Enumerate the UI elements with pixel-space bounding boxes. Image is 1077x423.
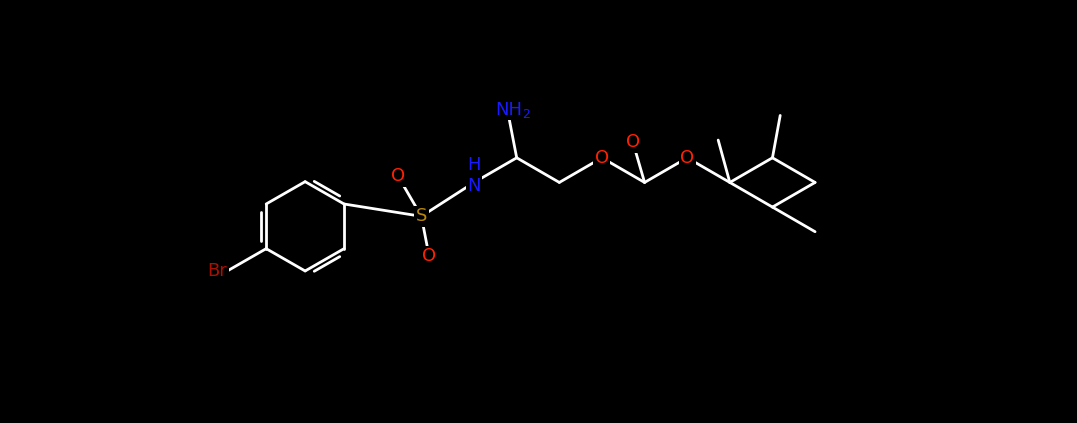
Text: Br: Br [208,262,227,280]
Text: 2: 2 [522,108,530,121]
Text: O: O [626,133,640,151]
Text: N: N [467,177,480,195]
Text: O: O [681,149,695,167]
Text: NH: NH [495,101,522,119]
Text: O: O [391,167,405,185]
Text: O: O [595,149,609,167]
Text: O: O [422,247,436,265]
Text: H: H [467,157,480,175]
Text: S: S [416,207,428,225]
